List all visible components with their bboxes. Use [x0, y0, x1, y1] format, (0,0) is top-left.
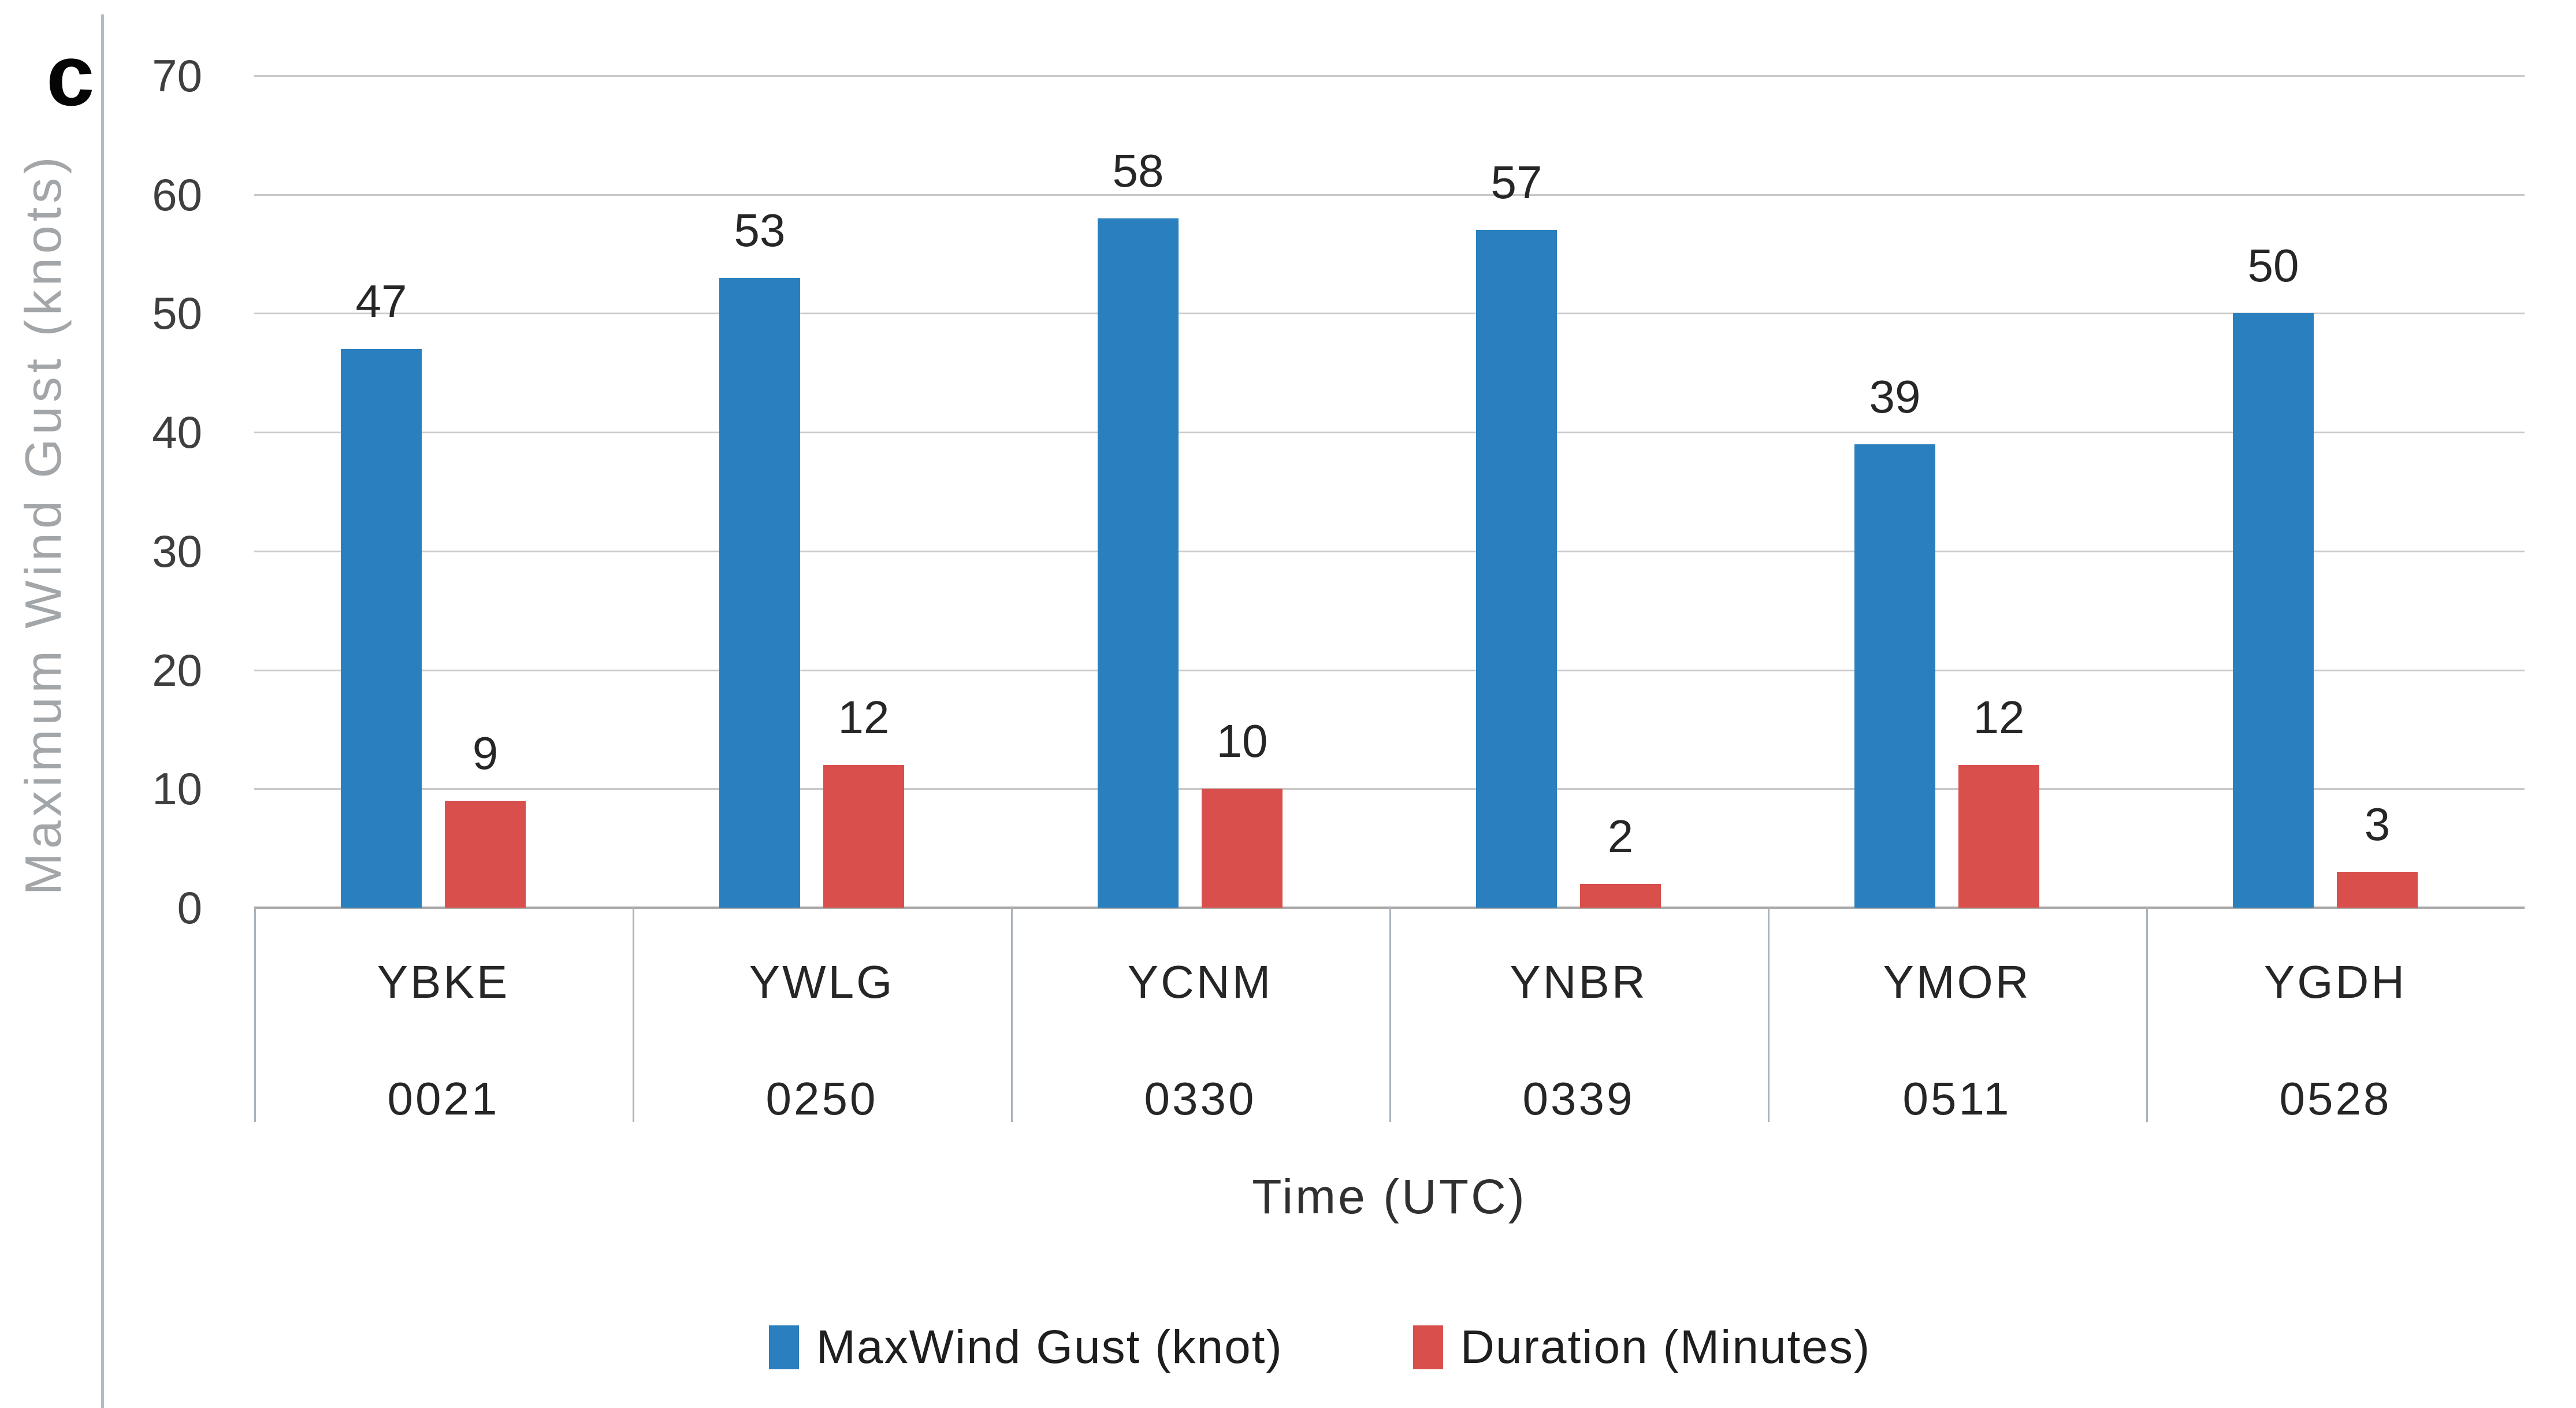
time-label-0021: 0021	[387, 1073, 500, 1124]
bar-value-label-YBKE-duration: 9	[472, 727, 499, 779]
bar-value-label-YBKE-maxwind: 47	[355, 276, 407, 328]
panel-label: c	[46, 27, 95, 124]
legend-swatch-maxwind	[768, 1325, 799, 1369]
category-divider-3	[1389, 908, 1391, 1122]
time-label-0339: 0339	[1522, 1073, 1635, 1124]
gridline-y-50	[254, 313, 2525, 315]
bar-value-label-YWLG-duration: 12	[838, 692, 890, 744]
category-label-YNBR: YNBR	[1510, 956, 1648, 1008]
category-divider-4	[1768, 908, 1770, 1122]
bar-duration-YBKE	[445, 800, 526, 908]
legend-item-duration: Duration (Minutes)	[1412, 1320, 1871, 1374]
category-divider-1	[633, 908, 634, 1122]
category-label-YBKE: YBKE	[377, 956, 510, 1008]
category-divider-0	[254, 908, 256, 1122]
y-tick-label-40: 40	[152, 407, 202, 458]
bar-duration-YNBR	[1580, 883, 1661, 908]
y-tick-label-60: 60	[152, 169, 202, 220]
bar-maxwind-YWLG	[719, 277, 800, 908]
gridline-y-60	[254, 194, 2525, 196]
y-tick-label-70: 70	[152, 50, 202, 101]
bar-duration-YCNM	[1202, 789, 1283, 908]
y-tick-label-30: 30	[152, 525, 202, 577]
bar-value-label-YGDH-duration: 3	[2364, 798, 2391, 850]
bar-value-label-YNBR-duration: 2	[1607, 810, 1634, 862]
bar-value-label-YCNM-duration: 10	[1216, 715, 1268, 767]
time-label-0511: 0511	[1902, 1073, 2012, 1124]
legend: MaxWind Gust (knot) Duration (Minutes)	[32, 1320, 2576, 1374]
legend-label-duration: Duration (Minutes)	[1460, 1321, 1871, 1373]
bar-value-label-YCNM-maxwind: 58	[1112, 144, 1164, 196]
bar-maxwind-YNBR	[1476, 230, 1557, 908]
time-label-0330: 0330	[1144, 1073, 1257, 1124]
legend-label-maxwind: MaxWind Gust (knot)	[816, 1321, 1283, 1373]
gridline-y-20	[254, 669, 2525, 671]
gridline-y-10	[254, 788, 2525, 790]
bar-duration-YWLG	[823, 765, 904, 908]
x-axis-title: Time (UTC)	[1252, 1169, 1527, 1224]
bar-duration-YGDH	[2337, 872, 2418, 908]
category-label-YCNM: YCNM	[1127, 956, 1273, 1008]
legend-item-maxwind: MaxWind Gust (knot)	[768, 1320, 1283, 1374]
time-label-0250: 0250	[765, 1073, 878, 1124]
bar-value-label-YNBR-maxwind: 57	[1490, 157, 1542, 209]
bar-value-label-YGDH-maxwind: 50	[2247, 240, 2299, 292]
legend-swatch-duration	[1412, 1325, 1443, 1369]
bar-maxwind-YGDH	[2233, 313, 2314, 908]
time-label-0528: 0528	[2279, 1073, 2392, 1124]
category-label-YWLG: YWLG	[749, 956, 895, 1008]
bar-maxwind-YBKE	[341, 349, 422, 908]
bar-value-label-YWLG-maxwind: 53	[734, 204, 786, 256]
gridline-y-30	[254, 550, 2525, 552]
panel-divider-line	[101, 14, 104, 1408]
category-label-YMOR: YMOR	[1883, 956, 2031, 1008]
bar-maxwind-YCNM	[1098, 218, 1179, 908]
category-divider-2	[1011, 908, 1013, 1122]
bar-maxwind-YMOR	[1854, 444, 1935, 908]
category-divider-5	[2146, 908, 2148, 1122]
y-tick-label-0: 0	[177, 882, 202, 933]
category-label-YGDH: YGDH	[2263, 956, 2407, 1008]
y-tick-label-20: 20	[152, 644, 202, 696]
bar-value-label-YMOR-duration: 12	[1973, 692, 2025, 744]
gridline-y-40	[254, 432, 2525, 434]
y-tick-label-50: 50	[152, 288, 202, 339]
y-tick-label-10: 10	[152, 763, 202, 815]
gridline-y-70	[254, 75, 2525, 77]
bar-value-label-YMOR-maxwind: 39	[1869, 370, 1921, 422]
bar-duration-YMOR	[1958, 765, 2039, 908]
